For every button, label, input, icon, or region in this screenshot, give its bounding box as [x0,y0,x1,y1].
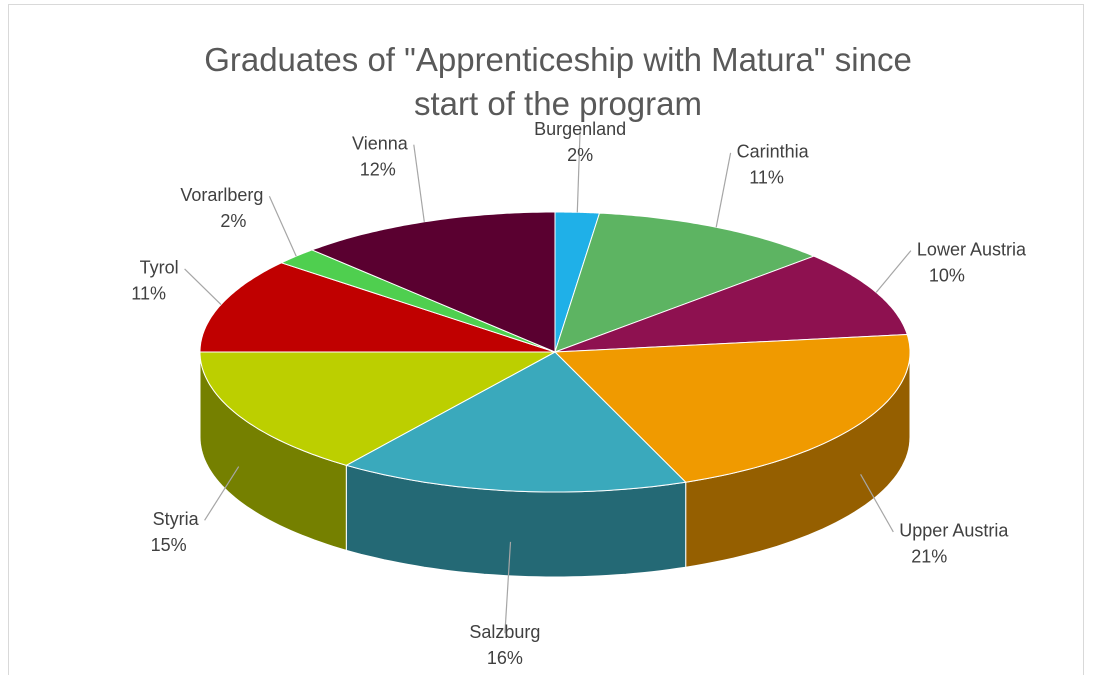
leader-line [860,474,894,533]
value-label: 2% [220,211,246,231]
chart-title: Graduates of "Apprenticeship with Matura… [204,41,912,122]
chart-frame [8,4,1084,675]
category-label: Styria [153,509,200,529]
leader-line [576,130,581,213]
slice [553,333,911,483]
value-label: 10% [929,265,965,285]
value-label: 11% [749,168,784,188]
leader-line [875,250,912,293]
slice [199,351,556,466]
leader-line [715,152,732,228]
leader-line [184,268,222,306]
value-label: 16% [487,648,523,668]
category-label: Vienna [352,133,409,153]
category-label: Burgenland [534,119,626,139]
leader-line [268,195,297,257]
slice [280,249,556,353]
value-label: 21% [911,547,947,567]
value-label: 12% [360,159,396,179]
leader-line [204,466,240,521]
slice [344,351,687,493]
category-label: Carinthia [737,142,810,162]
category-label: Upper Austria [899,521,1009,541]
category-label: Lower Austria [917,239,1027,259]
pie-sides [199,351,911,578]
pie-tops [199,211,911,493]
category-label: Salzburg [469,622,540,642]
value-label: 11% [131,284,166,304]
category-label: Tyrol [140,258,179,278]
value-label: 2% [567,145,593,165]
leader-line [413,144,425,222]
leader-line [504,541,512,634]
value-label: 15% [151,535,187,555]
category-label: Vorarlberg [180,185,263,205]
